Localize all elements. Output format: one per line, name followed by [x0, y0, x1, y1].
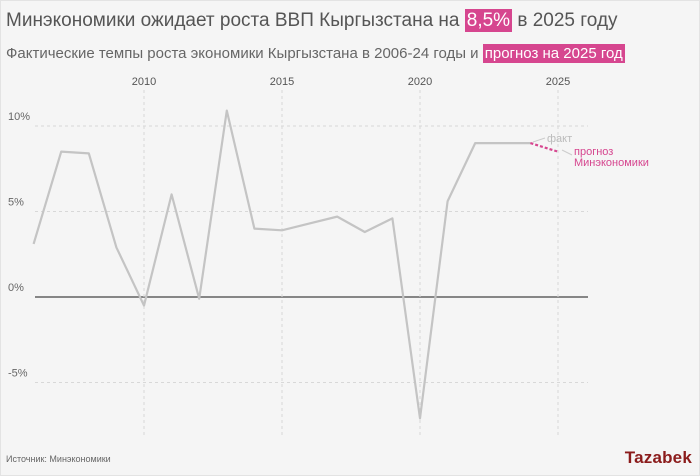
chart-subtitle: Фактические темпы роста экономики Кыргыз…: [6, 44, 625, 63]
title-text-end: в 2025 году: [512, 10, 618, 31]
y-tick-label: -5%: [8, 368, 28, 380]
chart-title: Минэкономики ожидает роста ВВП Кыргызста…: [6, 9, 618, 32]
subtitle-highlight: прогноз на 2025 год: [482, 44, 625, 63]
x-tick-label: 2015: [270, 76, 294, 88]
x-tick-label: 2025: [546, 76, 570, 88]
forecast-label: прогноз: [574, 146, 613, 158]
title-highlight: 8,5%: [464, 9, 513, 32]
x-tick-label: 2020: [408, 76, 432, 88]
x-tick-label: 2010: [132, 76, 156, 88]
forecast-leader-line: [561, 149, 573, 156]
fact-leader-line: [532, 137, 546, 143]
y-tick-label: 0%: [8, 282, 24, 294]
y-tick-label: 5%: [8, 197, 24, 209]
y-tick-label: 10%: [8, 111, 30, 123]
tazabek-logo: Tazabek: [624, 448, 692, 467]
forecast-label-2: Минэкономики: [574, 157, 649, 169]
source-note: Источник: Минэкономики: [6, 454, 111, 464]
subtitle-text: Фактические темпы роста экономики Кыргыз…: [6, 45, 483, 62]
title-text: Минэкономики ожидает роста ВВП Кыргызста…: [6, 10, 465, 31]
fact-label: факт: [547, 133, 572, 145]
